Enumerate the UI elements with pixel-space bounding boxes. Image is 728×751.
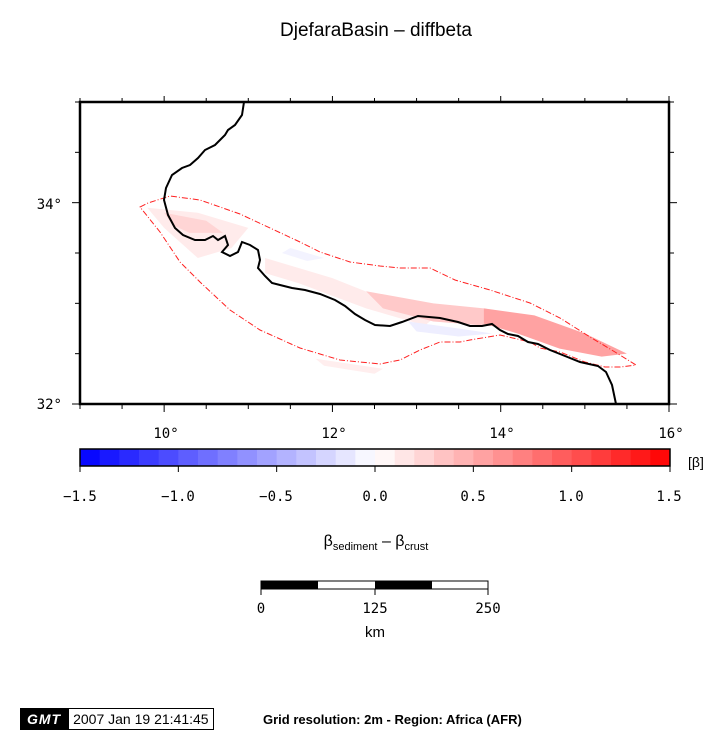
scale-bar bbox=[260, 580, 489, 595]
gmt-timestamp: GMT 2007 Jan 19 21:41:45 bbox=[20, 708, 214, 730]
colorbar bbox=[79, 448, 671, 472]
colorbar-step bbox=[198, 449, 219, 466]
colorbar-step bbox=[394, 449, 415, 466]
coastline bbox=[162, 101, 617, 405]
colorbar-step bbox=[571, 449, 592, 466]
colorbar-step bbox=[512, 449, 533, 466]
colorbar-unit: [β] bbox=[688, 454, 704, 470]
colorbar-step bbox=[217, 449, 238, 466]
colorbar-step bbox=[532, 449, 553, 466]
colorbar-step bbox=[552, 449, 573, 466]
colorbar-step bbox=[493, 449, 514, 466]
label-mid: – β bbox=[378, 533, 405, 550]
crust-subscript: crust bbox=[405, 541, 429, 553]
sediment-subscript: sediment bbox=[333, 541, 378, 553]
scale-bar-label: 250 bbox=[475, 601, 500, 617]
heatmap-cell bbox=[315, 358, 383, 374]
colorbar-label: βsediment – βcrust bbox=[324, 533, 429, 553]
scale-bar-label: 125 bbox=[362, 601, 387, 617]
basin-outline bbox=[139, 195, 638, 368]
colorbar-step bbox=[375, 449, 396, 466]
colorbar-tick-label: 1.5 bbox=[656, 489, 681, 505]
colorbar-tick-label: 0.5 bbox=[460, 489, 485, 505]
y-tick-label: 34° bbox=[37, 197, 62, 213]
grid-resolution-note: Grid resolution: 2m - Region: Africa (AF… bbox=[263, 712, 522, 727]
colorbar-step bbox=[434, 449, 455, 466]
colorbar-step bbox=[611, 449, 632, 466]
axis-ticks bbox=[72, 96, 677, 412]
scale-bar-label: 0 bbox=[257, 601, 265, 617]
colorbar-step bbox=[650, 449, 671, 466]
heatmap-cell bbox=[408, 321, 493, 337]
colorbar-step bbox=[414, 449, 435, 466]
colorbar-step bbox=[158, 449, 179, 466]
map-frame bbox=[78, 100, 671, 406]
x-tick-label: 12° bbox=[321, 426, 346, 442]
timestamp: 2007 Jan 19 21:41:45 bbox=[68, 708, 214, 730]
colorbar-step bbox=[316, 449, 337, 466]
colorbar-step bbox=[237, 449, 258, 466]
heatmap-cell bbox=[483, 308, 627, 357]
heatmap-cells bbox=[147, 207, 627, 374]
scale-bar-unit: km bbox=[365, 624, 385, 641]
x-tick-label: 10° bbox=[153, 426, 178, 442]
colorbar-step bbox=[355, 449, 376, 466]
heatmap-cell bbox=[281, 247, 325, 262]
colorbar-step bbox=[630, 449, 651, 466]
colorbar-step bbox=[99, 449, 120, 466]
colorbar-tick-label: 0.0 bbox=[362, 489, 387, 505]
scale-bar-segment bbox=[375, 581, 432, 589]
colorbar-tick-label: −0.5 bbox=[259, 489, 293, 505]
heatmap-cell bbox=[164, 212, 224, 233]
colorbar-step bbox=[119, 449, 140, 466]
colorbar-step bbox=[473, 449, 494, 466]
y-tick-label: 32° bbox=[37, 397, 62, 413]
x-tick-label: 14° bbox=[489, 426, 514, 442]
colorbar-step bbox=[80, 449, 101, 466]
colorbar-tick-label: 1.0 bbox=[558, 489, 583, 505]
x-tick-label: 16° bbox=[658, 426, 683, 442]
colorbar-step bbox=[257, 449, 278, 466]
colorbar-step bbox=[139, 449, 160, 466]
colorbar-step bbox=[296, 449, 317, 466]
map-background bbox=[78, 100, 671, 406]
colorbar-tick-label: −1.5 bbox=[63, 489, 97, 505]
colorbar-step bbox=[276, 449, 297, 466]
colorbar-tick-label: −1.0 bbox=[161, 489, 195, 505]
beta-symbol: β bbox=[324, 533, 333, 550]
colorbar-step bbox=[178, 449, 199, 466]
colorbar-step bbox=[453, 449, 474, 466]
colorbar-step bbox=[591, 449, 612, 466]
chart-title: DjefaraBasin – diffbeta bbox=[280, 20, 472, 41]
colorbar-step bbox=[335, 449, 356, 466]
gmt-logo: GMT bbox=[20, 708, 69, 730]
scale-bar-segment bbox=[261, 581, 318, 589]
